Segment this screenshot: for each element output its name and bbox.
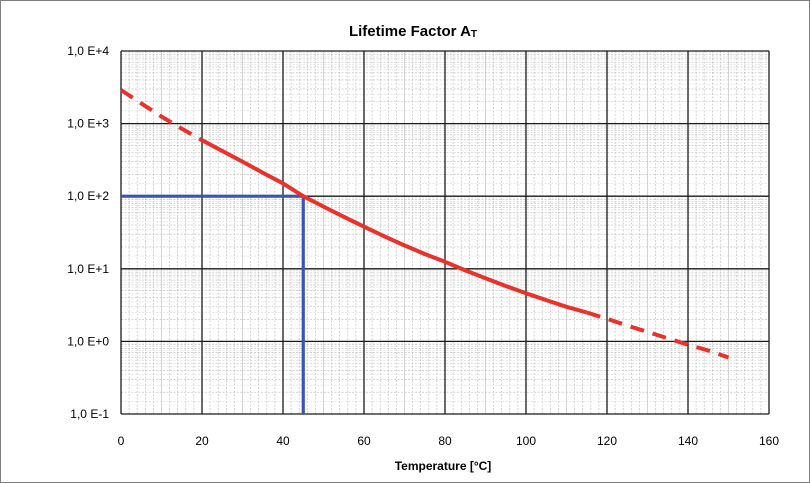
x-tick-label: 80 [438,434,452,448]
series-layer [119,88,730,360]
lifetime-curve-solid-1 [201,138,588,315]
lifetime-curve-dashed-2 [586,310,730,360]
x-tick-label: 60 [357,434,371,448]
x-tick-label: 160 [759,434,779,448]
lifetime-curve-dashed-0 [119,88,203,142]
x-tick-label: 0 [118,434,125,448]
y-tick-label: 1,0 E+1 [67,262,109,276]
x-axis-title: Temperature [°C] [395,459,492,473]
axis-layer: 0 20 40 60 80 100 120 140 160 1,0 E-1 1,0 E+0 1,0 E… [67,44,779,448]
reference-lines [121,194,305,414]
x-tick-label: 100 [516,434,536,448]
y-tick-label: 1,0 E+0 [67,334,109,348]
y-tick-label: 1,0 E+2 [67,189,109,203]
y-tick-label: 1,0 E-1 [70,407,109,421]
chart-title: Lifetime Factor AT [349,23,477,40]
y-tick-label: 1,0 E+4 [67,44,109,58]
y-tick-label: 1,0 E+3 [67,117,109,131]
x-tick-label: 40 [276,434,290,448]
x-tick-label: 120 [597,434,617,448]
x-tick-label: 20 [195,434,209,448]
x-tick-label: 140 [678,434,698,448]
